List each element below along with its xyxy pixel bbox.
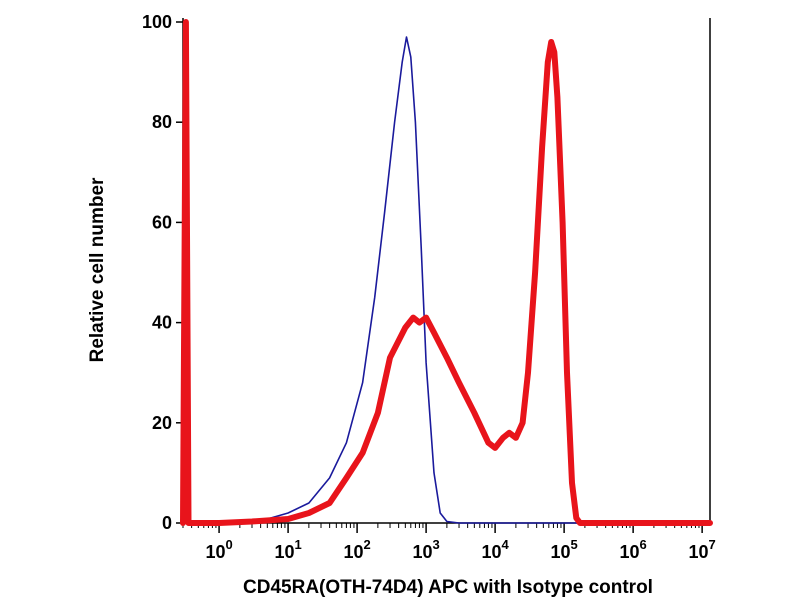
y-tick-label: 80 xyxy=(152,112,172,132)
y-tick-label: 60 xyxy=(152,212,172,232)
x-tick-label: 104 xyxy=(481,537,509,562)
x-tick-label: 102 xyxy=(343,537,370,562)
x-tick-label: 100 xyxy=(205,537,232,562)
x-tick-label: 107 xyxy=(689,537,716,562)
y-tick-label: 40 xyxy=(152,313,172,333)
cd45ra-apc-curve xyxy=(180,19,713,526)
x-tick-label: 106 xyxy=(619,537,646,562)
x-tick-label: 101 xyxy=(274,537,301,562)
isotype-control-curve xyxy=(182,36,711,524)
x-tick-labels: 100 101 102 103 104 105 106 107 xyxy=(205,537,715,562)
x-tick-label: 105 xyxy=(550,537,577,562)
x-axis-title: CD45RA(OTH-74D4) APC with Isotype contro… xyxy=(243,577,653,598)
x-tick-label: 103 xyxy=(412,537,439,562)
y-axis-title: Relative cell number xyxy=(87,177,108,362)
y-tick-label: 20 xyxy=(152,413,172,433)
y-tick-label: 0 xyxy=(162,513,172,533)
series-layer xyxy=(180,19,713,526)
y-tick-label: 100 xyxy=(142,12,172,32)
y-tick-labels: 0 20 40 60 80 100 xyxy=(142,12,172,533)
